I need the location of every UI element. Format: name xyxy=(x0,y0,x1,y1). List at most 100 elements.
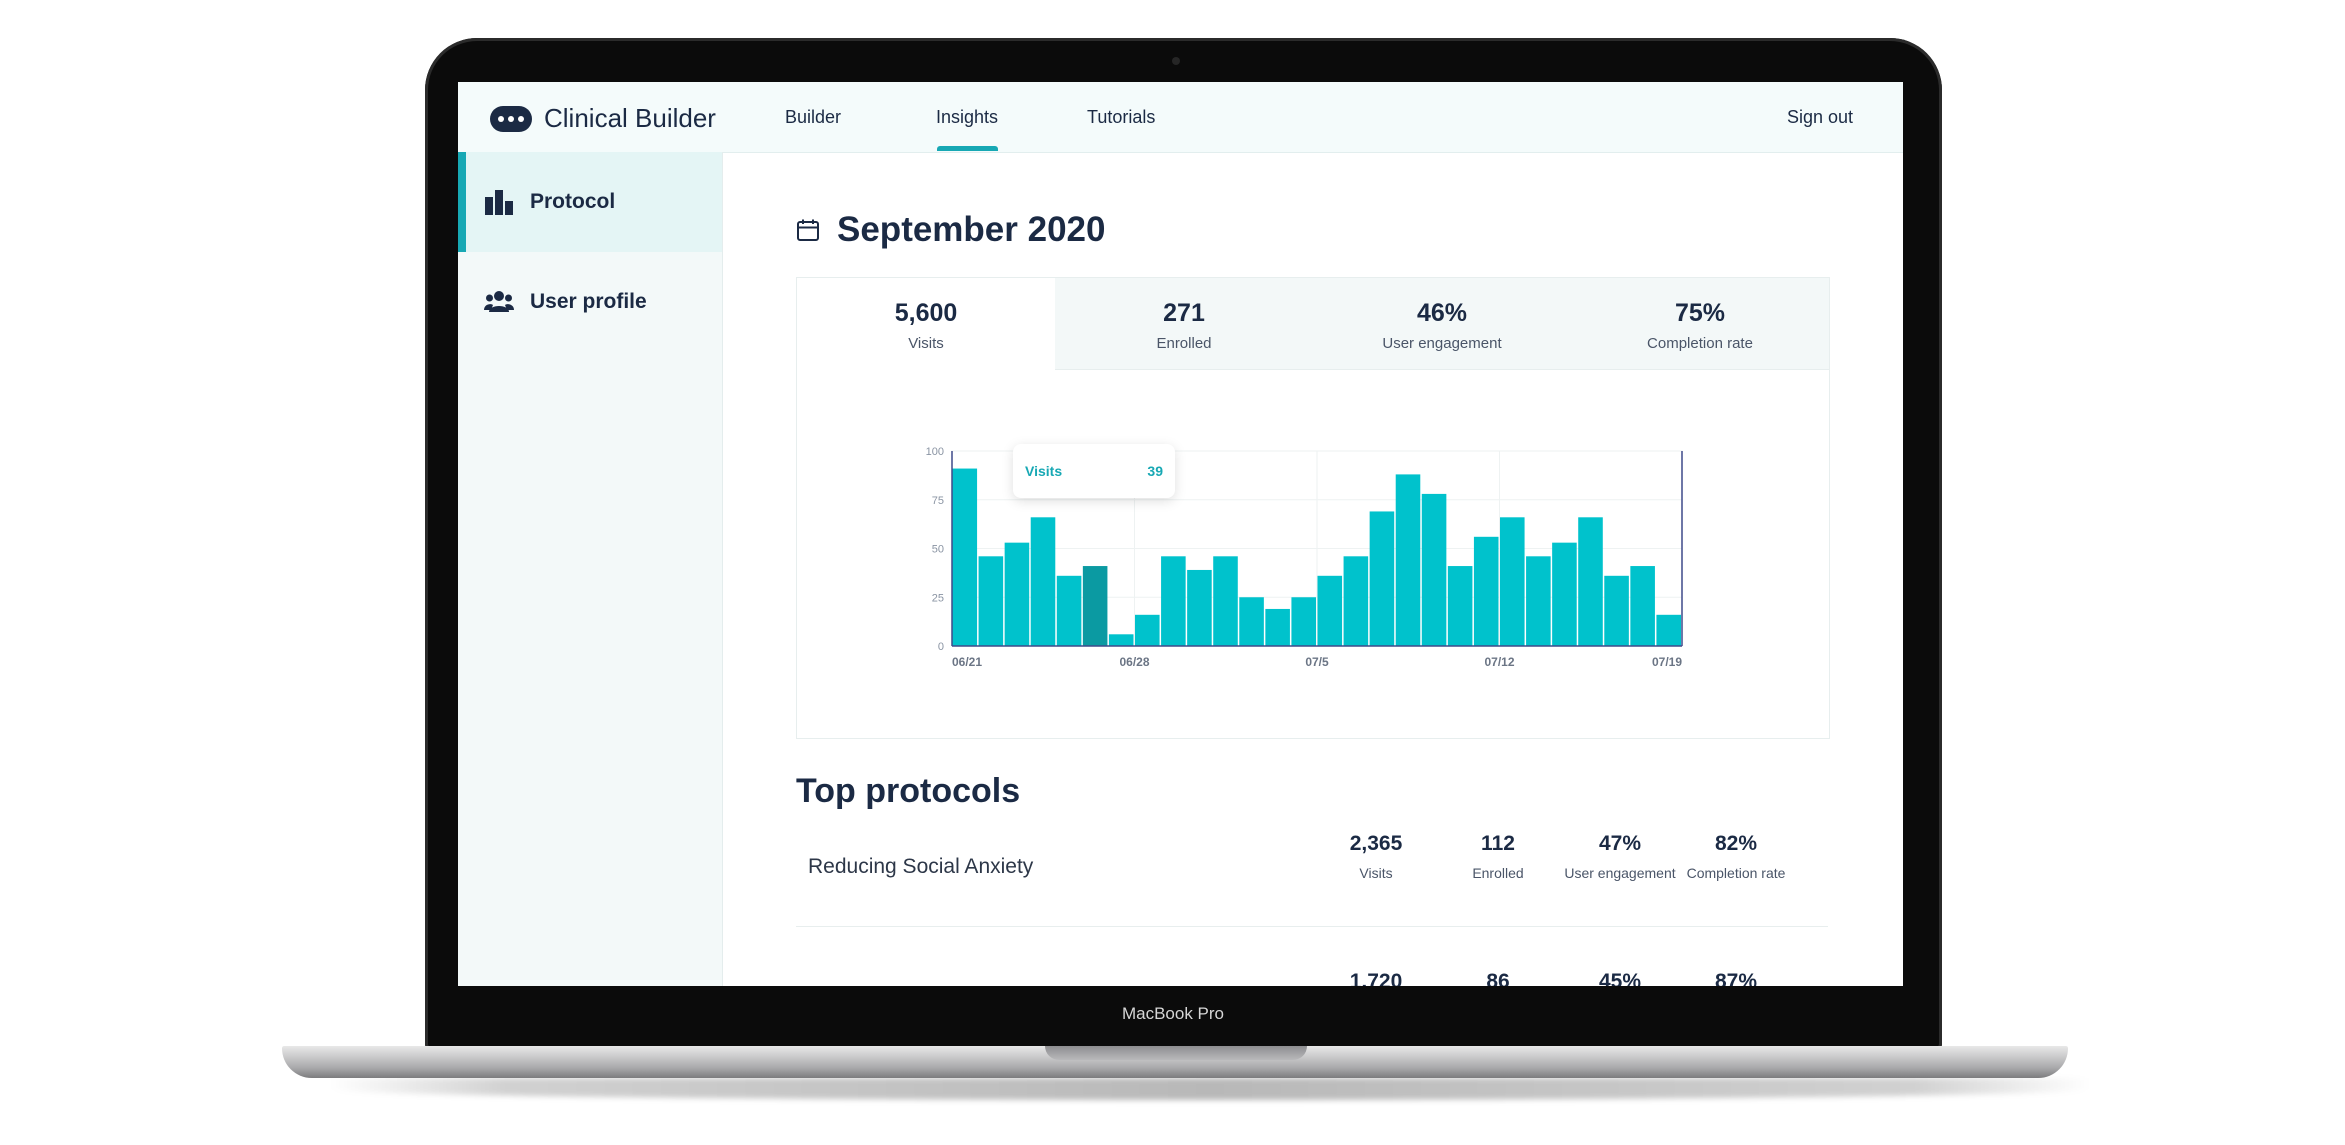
x-tick-label: 06/21 xyxy=(952,655,982,669)
chart-bar xyxy=(1343,556,1369,646)
sidebar-item-user-profile[interactable]: User profile xyxy=(458,252,722,352)
top-protocols-title: Top protocols xyxy=(796,772,1021,810)
sidebar: Protocol User profile xyxy=(458,152,723,986)
metric-value: 82% xyxy=(1714,832,1758,855)
protocol-metric-completion-rate: 87% xyxy=(1684,970,1788,986)
sidebar-item-label: Protocol xyxy=(530,190,616,213)
sign-out-link[interactable]: Sign out xyxy=(1786,107,1853,127)
chart-bar xyxy=(1473,536,1499,646)
chart-tooltip: Visits 39 xyxy=(1013,444,1175,498)
metric-label: Completion rate xyxy=(1686,865,1786,881)
chart-bar xyxy=(1526,556,1551,646)
chart-bar xyxy=(1135,614,1160,646)
chart-bar xyxy=(1630,566,1655,646)
protocol-row[interactable]: 1,720 86 45% 87% xyxy=(796,970,1828,986)
nav-tutorials[interactable]: Tutorials xyxy=(1087,107,1156,127)
top-navigation: Clinical Builder Builder Insights Tutori… xyxy=(458,82,1903,153)
stat-value: 46% xyxy=(1416,299,1468,327)
laptop-notch xyxy=(1045,1046,1307,1060)
insights-panel: 5,600 Visits 271 Enrolled 46% User engag… xyxy=(796,277,1830,739)
protocol-metric-completion-rate: 82% Completion rate xyxy=(1684,832,1788,881)
x-tick-label: 06/28 xyxy=(1119,655,1149,669)
sidebar-item-protocol[interactable]: Protocol xyxy=(458,152,722,252)
stat-label: Visits xyxy=(908,335,944,352)
protocol-metric-user-engagement: 45% xyxy=(1558,970,1682,986)
metric-value: 87% xyxy=(1714,970,1758,986)
users-icon xyxy=(484,291,514,312)
metric-value: 1,720 xyxy=(1349,970,1403,986)
chart-bar xyxy=(1213,556,1238,646)
nav-active-indicator xyxy=(937,146,998,151)
chart-bar xyxy=(1552,542,1577,646)
chart-bar xyxy=(1239,597,1264,646)
visits-bar-chart: 0 25 50 75 100 06/21 06/28 07/5 07/12 07/19 xyxy=(926,446,1683,669)
chart-bar xyxy=(1030,517,1056,646)
protocol-row[interactable]: Reducing Social Anxiety 2,365 Visits 112… xyxy=(796,832,1828,927)
chart-bar xyxy=(1004,542,1030,646)
y-tick-label: 75 xyxy=(932,495,944,507)
protocol-metric-user-engagement: 47% User engagement xyxy=(1558,832,1682,881)
chart-bar xyxy=(1291,597,1316,646)
app-screen: Clinical Builder Builder Insights Tutori… xyxy=(458,82,1903,986)
nav-insights[interactable]: Insights xyxy=(936,107,999,127)
metric-value: 86 xyxy=(1486,970,1510,986)
calendar-icon xyxy=(797,219,819,241)
protocol-name: Reducing Social Anxiety xyxy=(808,855,1034,878)
x-tick-label: 07/5 xyxy=(1305,655,1329,669)
tooltip-label: Visits xyxy=(1025,463,1063,479)
metric-label: Visits xyxy=(1359,865,1393,881)
chart-bar xyxy=(1500,517,1525,646)
y-tick-label: 100 xyxy=(926,446,944,458)
protocol-metric-visits: 2,365 Visits xyxy=(1326,832,1426,881)
chart-bar xyxy=(1108,634,1134,646)
y-tick-label: 0 xyxy=(938,641,944,653)
y-tick-label: 50 xyxy=(932,544,944,556)
chart-bar xyxy=(1656,614,1681,646)
stat-label: Enrolled xyxy=(1156,335,1212,352)
sidebar-item-label: User profile xyxy=(530,290,647,313)
metric-value: 45% xyxy=(1598,970,1642,986)
metric-value: 2,365 xyxy=(1349,832,1403,855)
stat-value: 271 xyxy=(1163,299,1205,327)
chat-bubble-logo-icon xyxy=(490,105,532,132)
laptop-shadow xyxy=(330,1078,2090,1100)
stat-label: Completion rate xyxy=(1647,335,1753,352)
chart-bar xyxy=(1447,566,1473,646)
x-tick-label: 07/19 xyxy=(1652,655,1682,669)
chart-bar xyxy=(1369,511,1395,646)
page-header: September 2020 xyxy=(796,210,1105,250)
chart-bar xyxy=(1265,608,1290,646)
stat-value: 5,600 xyxy=(894,299,958,327)
metric-value: 47% xyxy=(1598,832,1642,855)
x-tick-label: 07/12 xyxy=(1484,655,1514,669)
y-tick-label: 25 xyxy=(932,592,944,604)
stat-value: 75% xyxy=(1674,299,1726,327)
nav-builder[interactable]: Builder xyxy=(785,107,842,127)
protocol-metric-enrolled: 112 Enrolled xyxy=(1448,832,1548,881)
bar-chart-icon xyxy=(485,190,513,215)
chart-bar xyxy=(1161,556,1186,646)
chart-bar xyxy=(1056,575,1082,646)
stat-tab-enrolled[interactable]: 271 Enrolled xyxy=(1055,278,1314,370)
chart-bar xyxy=(978,556,1004,646)
brand[interactable]: Clinical Builder xyxy=(490,103,716,134)
app-name: Clinical Builder xyxy=(544,103,716,133)
camera-dot xyxy=(1172,57,1180,65)
protocol-metric-visits: 1,720 xyxy=(1326,970,1426,986)
chart-bar xyxy=(1317,575,1343,646)
metric-label: User engagement xyxy=(1564,865,1676,881)
chart-bar xyxy=(1082,566,1108,646)
stat-tab-user-engagement[interactable]: 46% User engagement xyxy=(1313,278,1572,370)
stat-tab-visits[interactable]: 5,600 Visits xyxy=(797,278,1056,370)
page-title: September 2020 xyxy=(837,210,1106,249)
stat-label: User engagement xyxy=(1382,335,1502,352)
chart-bar xyxy=(1187,569,1212,646)
chart-bar xyxy=(1578,517,1603,646)
stat-tab-completion-rate[interactable]: 75% Completion rate xyxy=(1571,278,1829,370)
metric-value: 112 xyxy=(1481,832,1515,855)
chart-bar xyxy=(1395,474,1421,646)
protocol-metric-enrolled: 86 xyxy=(1448,970,1548,986)
chart-bar xyxy=(952,468,978,646)
chart-bar xyxy=(1604,575,1629,646)
chart-bar xyxy=(1421,493,1447,646)
